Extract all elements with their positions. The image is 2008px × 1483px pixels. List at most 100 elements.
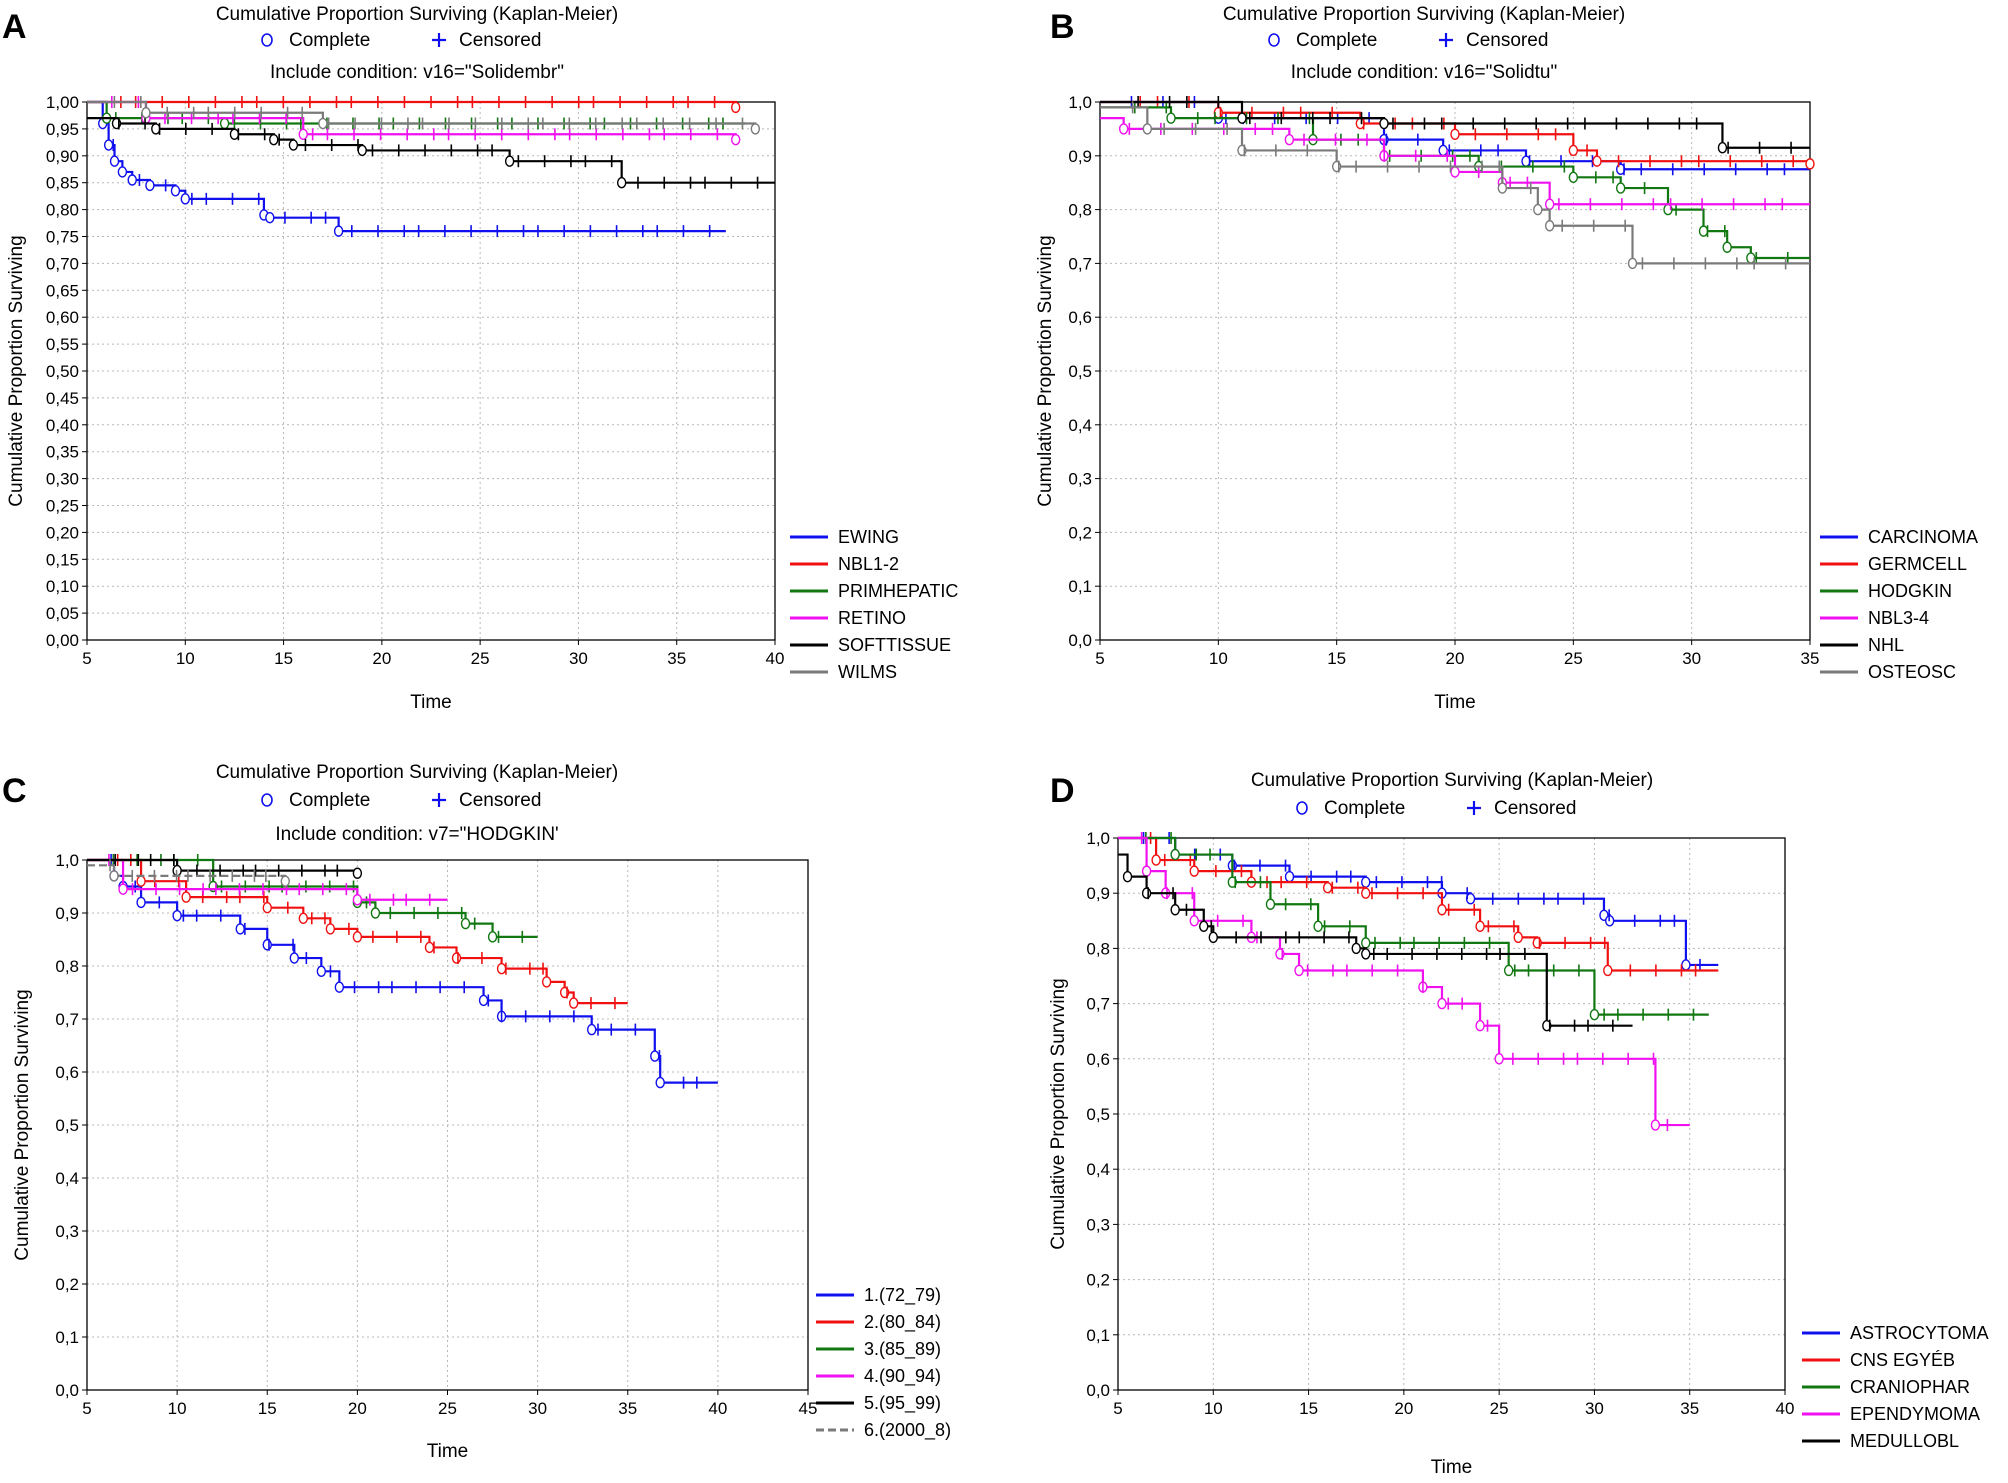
series-ependymoma <box>1118 832 1690 1132</box>
y-tick-label: 0,3 <box>1086 1215 1110 1234</box>
x-tick-label: 45 <box>799 1399 818 1418</box>
x-tick-label: 40 <box>1776 1399 1795 1418</box>
complete-event-marker <box>1141 865 1152 877</box>
legend-item: MEDULLOBL <box>1802 1431 1959 1451</box>
complete-event-marker <box>141 107 151 119</box>
complete-event-marker <box>316 965 327 977</box>
series-3-85-89- <box>87 854 538 943</box>
x-axis-label: Time <box>427 1441 469 1462</box>
complete-event-marker <box>1603 964 1613 977</box>
panel-letter: C <box>2 772 27 810</box>
complete-event-marker <box>269 133 279 146</box>
series-group <box>87 96 775 238</box>
y-tick-label: 0,05 <box>46 604 79 623</box>
marker-legend: Complete Censored <box>1296 798 1576 819</box>
censored-marker-icon <box>1467 801 1481 815</box>
complete-event-marker <box>1351 942 1361 955</box>
complete-label: Complete <box>289 30 370 51</box>
legend-label: ASTROCYTOMA <box>1850 1323 1989 1343</box>
complete-event-marker <box>352 894 363 906</box>
legend-label: PRIMHEPATIC <box>838 581 958 601</box>
legend-label: 1.(72_79) <box>864 1285 941 1306</box>
complete-event-marker <box>1227 876 1238 888</box>
series-wilms <box>87 96 761 135</box>
complete-event-marker <box>1118 123 1129 135</box>
complete-event-marker <box>460 917 471 930</box>
legend-item: EWING <box>790 527 899 547</box>
legend-item: PRIMHEPATIC <box>790 581 958 601</box>
series-6-2000-8- <box>87 859 290 887</box>
x-tick-label: 5 <box>82 649 91 668</box>
panel-letter: B <box>1050 8 1075 46</box>
y-axis-label: Cumulative Proportion Surviving <box>12 989 33 1260</box>
complete-event-marker <box>1544 198 1555 210</box>
x-tick-label: 15 <box>1327 649 1346 668</box>
complete-event-marker <box>655 1076 665 1089</box>
x-tick-label: 35 <box>667 649 686 668</box>
series-2-80-84- <box>87 854 628 1010</box>
panel-b: B Cumulative Proportion Surviving (Kaplan… <box>1035 4 1978 713</box>
grid <box>86 859 809 1391</box>
complete-event-marker <box>1437 997 1447 1010</box>
y-tick-label: 0,9 <box>55 904 79 923</box>
complete-event-marker <box>103 139 114 151</box>
y-tick-label: 0,65 <box>46 281 79 300</box>
x-tick-label: 40 <box>766 649 785 668</box>
legend-item: 2.(80_84) <box>816 1312 941 1333</box>
y-tick-label: 0,9 <box>1068 147 1092 166</box>
legend-label: 5.(95_99) <box>864 1393 941 1414</box>
complete-event-marker <box>1717 142 1728 154</box>
km-step-line <box>87 858 718 1084</box>
legend-item: WILMS <box>790 662 897 682</box>
complete-marker-icon <box>261 793 273 807</box>
series-group <box>87 854 718 1089</box>
y-tick-label: 0,9 <box>1086 884 1110 903</box>
y-tick-label: 0,40 <box>46 416 79 435</box>
series-nbl1-2 <box>87 96 741 114</box>
y-tick-label: 0,6 <box>1068 308 1092 327</box>
legend-item: 5.(95_99) <box>816 1393 941 1414</box>
y-tick-label: 0,5 <box>55 1116 79 1135</box>
complete-event-marker <box>1475 920 1485 933</box>
complete-event-marker <box>1170 848 1180 861</box>
km-step-line <box>87 858 628 1005</box>
complete-label: Complete <box>289 790 370 811</box>
complete-label: Complete <box>1324 798 1405 819</box>
y-tick-label: 1,0 <box>1086 829 1110 848</box>
km-step-line <box>1100 106 1810 260</box>
legend-item: RETINO <box>790 608 906 628</box>
km-step-line <box>1118 853 1633 1027</box>
legend-label: EPENDYMOMA <box>1850 1404 1980 1424</box>
legend-label: MEDULLOBL <box>1850 1431 1959 1451</box>
complete-event-marker <box>1166 112 1176 124</box>
complete-event-marker <box>325 923 336 935</box>
legend-item: NBL3-4 <box>1820 608 1929 628</box>
x-tick-label: 40 <box>708 1399 727 1418</box>
complete-event-marker <box>298 128 308 140</box>
complete-event-marker <box>318 117 328 130</box>
y-tick-label: 0,1 <box>1068 577 1092 596</box>
complete-event-marker <box>1615 182 1626 194</box>
y-tick-label: 0,10 <box>46 577 79 596</box>
x-tick-label: 5 <box>1095 649 1104 668</box>
complete-event-marker <box>219 117 230 130</box>
complete-marker-icon <box>1268 33 1280 47</box>
x-tick-label: 10 <box>1209 649 1228 668</box>
y-tick-label: 0,15 <box>46 550 79 569</box>
legend-label: RETINO <box>838 608 906 628</box>
x-axis-label: Time <box>410 692 452 713</box>
km-step-line <box>1118 836 1690 1127</box>
y-tick-label: 0,75 <box>46 228 79 247</box>
complete-event-marker <box>1494 1053 1504 1065</box>
panel-letter: D <box>1050 772 1075 810</box>
complete-event-marker <box>568 997 579 1009</box>
x-tick-label: 20 <box>1394 1399 1413 1418</box>
complete-event-marker <box>1450 166 1460 178</box>
complete-event-marker <box>298 912 308 924</box>
complete-event-marker <box>333 225 344 237</box>
complete-event-marker <box>730 133 741 146</box>
complete-event-marker <box>1379 117 1389 130</box>
panel-d: D Cumulative Proportion Surviving (Kaplan… <box>1048 770 1989 1478</box>
complete-event-marker <box>1698 225 1709 237</box>
complete-event-marker <box>127 174 137 186</box>
